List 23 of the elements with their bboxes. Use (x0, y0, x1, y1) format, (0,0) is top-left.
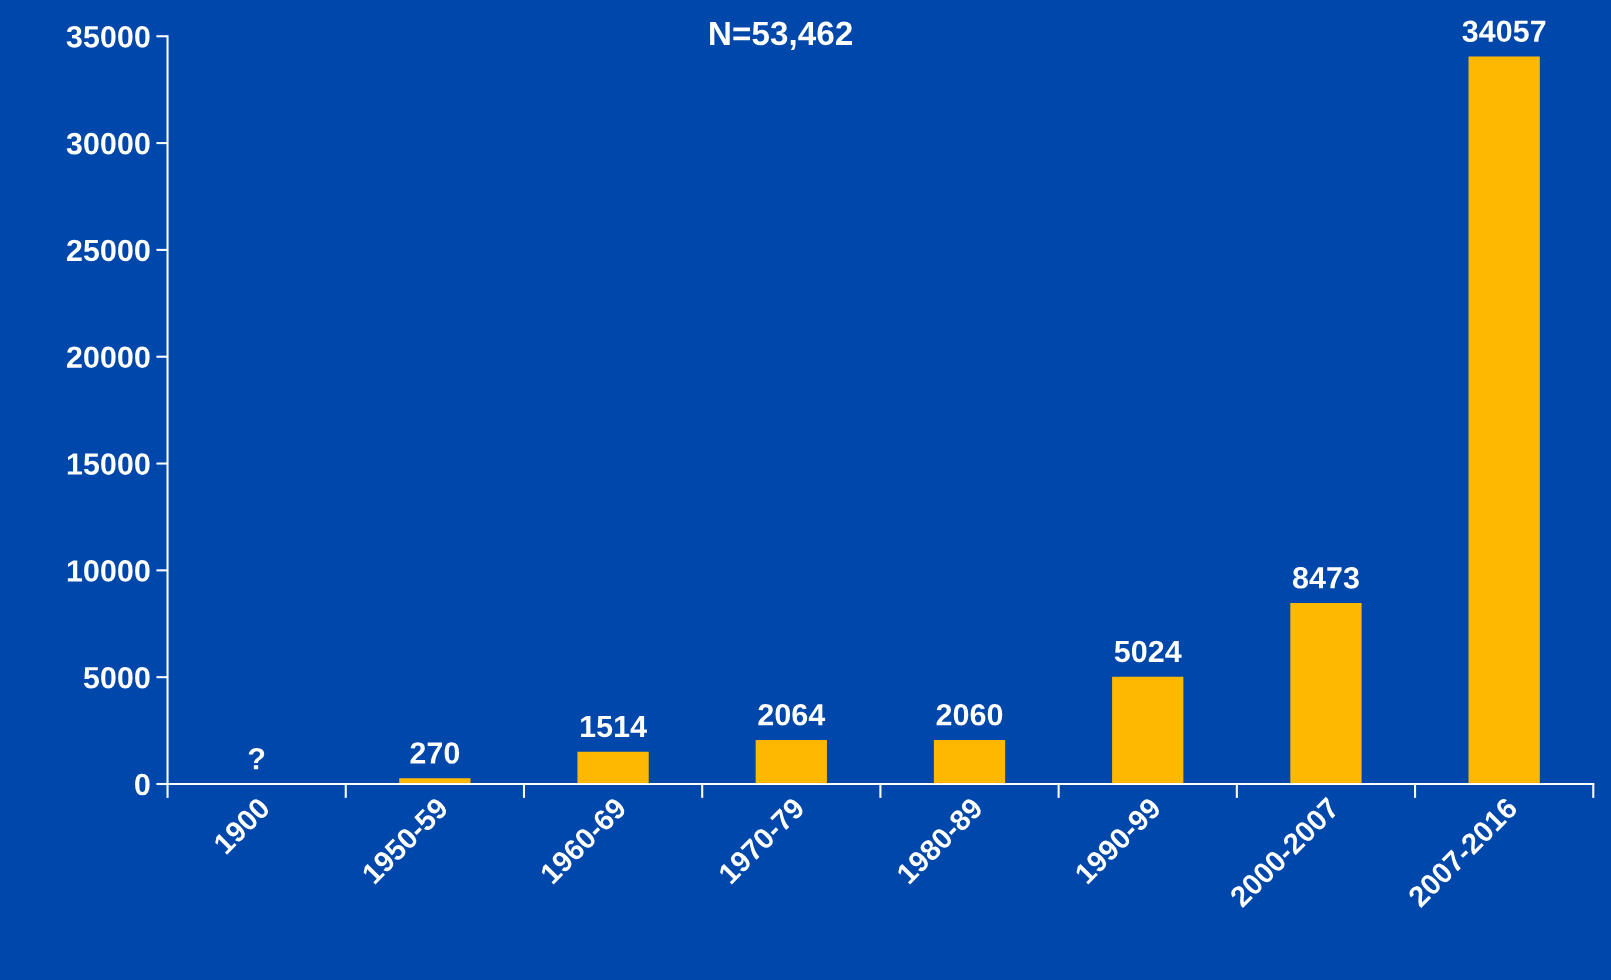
y-tick-label: 35000 (66, 26, 150, 48)
data-label: 8473 (1292, 566, 1359, 589)
y-tick-label: 0 (135, 773, 150, 796)
data-label: 5024 (1114, 640, 1182, 663)
y-tick-label: 15000 (67, 453, 150, 475)
bar (755, 739, 827, 784)
data-label: 2060 (936, 703, 1003, 726)
bar (933, 739, 1006, 784)
text: ? (248, 747, 265, 770)
data-label: 270 (410, 742, 460, 764)
bar (1468, 56, 1540, 784)
bar (577, 751, 649, 784)
data-label: 34057 (1462, 20, 1546, 43)
chart-title: N=53,462 (710, 21, 853, 51)
y-tick-label: 25000 (66, 239, 150, 262)
bar (1290, 602, 1362, 784)
bar (1112, 676, 1184, 784)
y-tick-label: 5000 (83, 666, 150, 689)
y-tick-label: 10000 (67, 560, 150, 582)
y-tick-label: 20000 (66, 346, 150, 369)
y-tick-label: 30000 (66, 132, 150, 155)
data-label: 2064 (758, 703, 826, 726)
data-label: 1514 (581, 715, 647, 738)
